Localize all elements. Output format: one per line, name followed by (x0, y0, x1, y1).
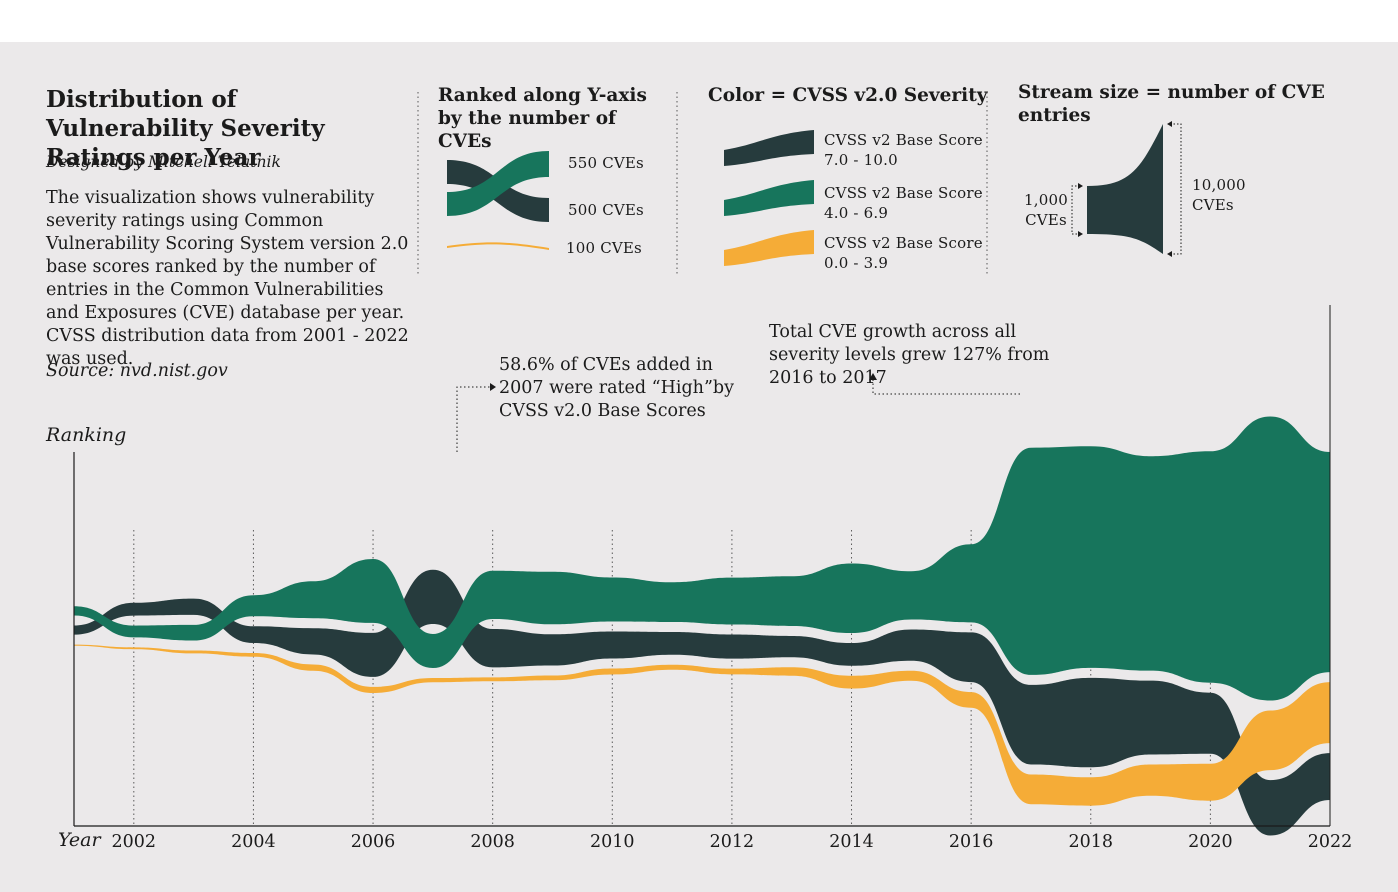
stream-medium (74, 416, 1330, 701)
data-source: Source: nvd.nist.gov (46, 361, 228, 381)
page-title: Distribution of Vulnerability Severity R… (46, 86, 325, 171)
color-legend-high-swatch (724, 130, 814, 166)
size-legend-small-line2: CVEs (1025, 211, 1067, 229)
size-legend-small-line1: 1,000 (1024, 191, 1068, 209)
size-legend-heading: Stream size = number of CVE entries (1018, 82, 1325, 126)
x-tick-labels: 2002 2004 2006 2008 2010 2012 2014 2016 2018 2020… (112, 832, 1353, 852)
annotation-leaders (456, 373, 1020, 452)
color-legend-high-label: CVSS v2 Base Score 7.0 - 10.0 (824, 130, 983, 170)
annotation-2007-leader (456, 386, 490, 452)
ranking-legend-heading: Ranked along Y-axis by the number of CVE… (438, 85, 647, 152)
designer-credit: Designed by Mitchell Telatnik (46, 153, 281, 171)
x-tick-label-2002: 2002 (112, 832, 157, 852)
stream-low (74, 644, 1330, 806)
size-legend-large-arrow-top (1167, 121, 1172, 127)
x-tick-label-2004: 2004 (231, 832, 276, 852)
x-tick-label-2018: 2018 (1068, 832, 1113, 852)
size-legend-large-line1: 10,000 (1192, 176, 1246, 194)
annotation-2007-arrowhead (490, 383, 496, 391)
color-legend-medium-line2: 4.0 - 6.9 (824, 204, 889, 222)
size-legend-small-arrow-bottom (1078, 231, 1083, 237)
size-legend-large-label: 10,000 CVEs (1192, 175, 1246, 215)
size-legend-large-line2: CVEs (1192, 196, 1234, 214)
size-legend-shape (1087, 124, 1163, 254)
ranking-legend-label-500: 500 CVEs (568, 201, 644, 219)
y-axis-label: Ranking (46, 424, 127, 446)
color-legend-low-line2: 0.0 - 3.9 (824, 254, 889, 272)
x-tick-label-2010: 2010 (590, 832, 635, 852)
color-legend-low-line1: CVSS v2 Base Score (824, 234, 983, 252)
color-legend-low-label: CVSS v2 Base Score 0.0 - 3.9 (824, 233, 983, 273)
x-tick-label-2020: 2020 (1188, 832, 1233, 852)
color-legend-heading: Color = CVSS v2.0 Severity (708, 85, 988, 106)
ranking-legend-thin-orange (447, 242, 549, 250)
color-legend-high-line1: CVSS v2 Base Score (824, 131, 983, 149)
ranking-legend-swap-green (447, 151, 549, 216)
color-legend-medium-line1: CVSS v2 Base Score (824, 184, 983, 202)
ranking-legend-label-100: 100 CVEs (566, 239, 642, 257)
description: The visualization shows vulnerability se… (46, 188, 409, 369)
stream-high (74, 569, 1330, 836)
color-legend-high-line2: 7.0 - 10.0 (824, 151, 898, 169)
annotation-2017-leader (872, 378, 1020, 395)
size-legend-large-bracket (1170, 123, 1182, 255)
size-legend-large-arrow-bottom (1167, 251, 1172, 257)
color-legend-medium-swatch (724, 180, 814, 216)
size-legend-small-arrow-top (1078, 183, 1083, 189)
x-tick-label-2006: 2006 (351, 832, 396, 852)
color-legend-low-swatch (724, 230, 814, 266)
x-tick-label-2016: 2016 (949, 832, 994, 852)
x-axis-label: Year (58, 829, 101, 851)
x-tick-label-2014: 2014 (829, 832, 874, 852)
annotation-2007: 58.6% of CVEs added in 2007 were rated “… (499, 355, 734, 421)
annotation-2017: Total CVE growth across all severity lev… (769, 322, 1050, 388)
streams (74, 416, 1330, 836)
x-tick-label-2008: 2008 (470, 832, 515, 852)
ranking-legend-label-550: 550 CVEs (568, 154, 644, 172)
chart-axes (73, 305, 1331, 827)
x-tick-label-2022: 2022 (1308, 832, 1353, 852)
annotation-2017-arrowhead (869, 373, 877, 380)
size-legend-small-bracket (1071, 185, 1080, 235)
size-legend-small-label: 1,000 CVEs (1024, 190, 1068, 230)
color-legend-medium-label: CVSS v2 Base Score 4.0 - 6.9 (824, 183, 983, 223)
x-tick-label-2012: 2012 (710, 832, 755, 852)
legend-graphics (417, 92, 1182, 275)
